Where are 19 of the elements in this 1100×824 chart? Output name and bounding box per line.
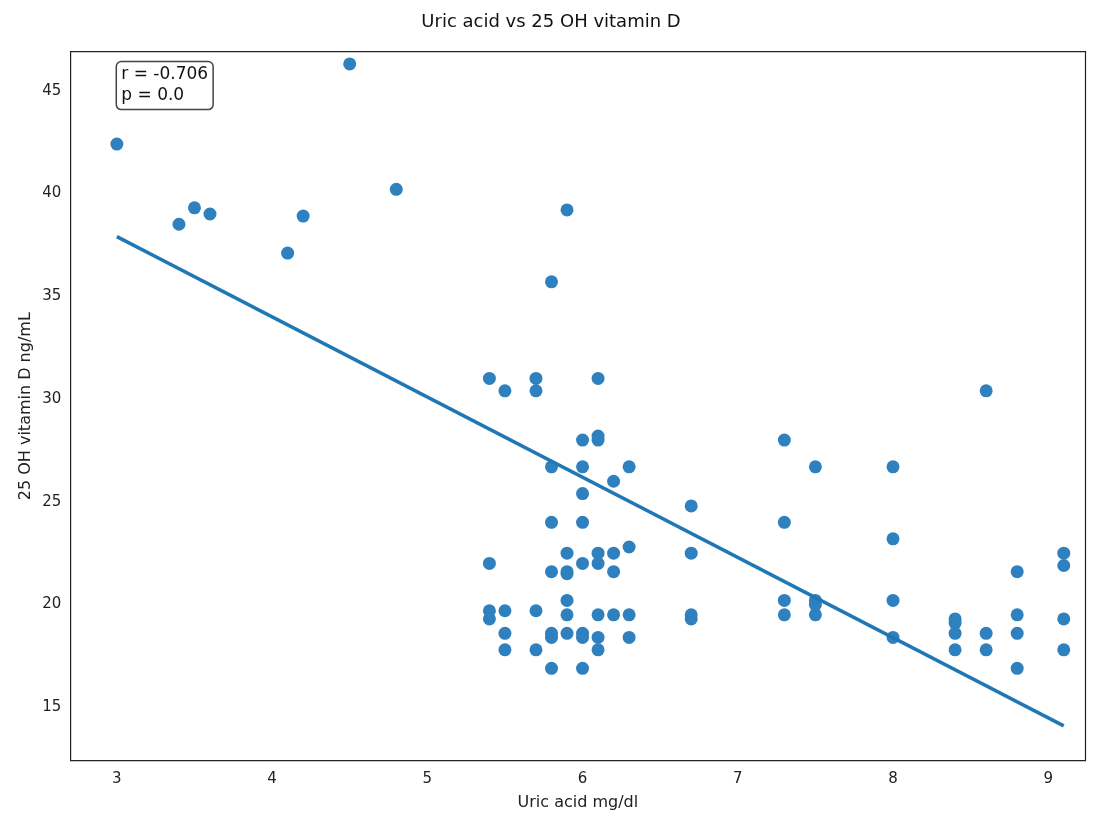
annotation: r = -0.706 <box>121 62 209 83</box>
y-tick-label: 30 <box>42 388 62 407</box>
x-tick-label: 9 <box>1043 768 1054 787</box>
y-tick-label: 45 <box>42 80 62 99</box>
x-tick-label: 3 <box>112 768 122 787</box>
x-tick-label: 5 <box>422 768 433 787</box>
annotation: p = 0.0 <box>121 83 185 104</box>
y-tick-label: 25 <box>42 491 62 510</box>
x-tick-label: 7 <box>733 768 743 787</box>
x-axis-title: Uric acid mg/dl <box>517 791 639 811</box>
y-tick-label: 40 <box>42 183 62 202</box>
x-tick-label: 8 <box>888 768 898 787</box>
y-tick-label: 20 <box>42 594 62 613</box>
y-tick-label: 35 <box>42 286 62 305</box>
y-axis-title: 25 OH vitamin D ng/mL <box>14 312 34 501</box>
y-tick-label: 15 <box>42 697 62 716</box>
x-tick-label: 6 <box>577 768 588 787</box>
x-tick-label: 4 <box>267 768 277 787</box>
chart-title: Uric acid vs 25 OH vitamin D <box>421 10 681 32</box>
